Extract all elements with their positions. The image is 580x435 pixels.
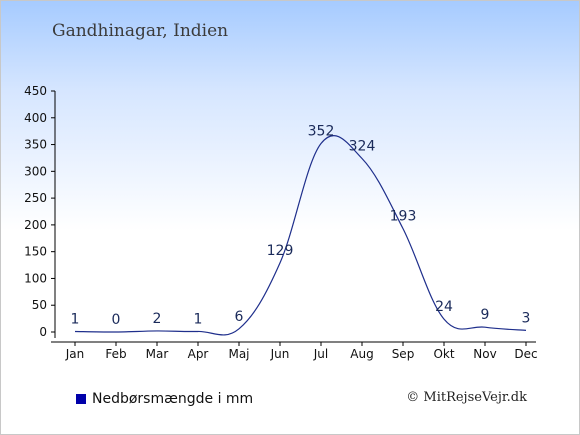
- x-tick-label: Nov: [473, 347, 496, 361]
- data-label: 352: [308, 123, 335, 139]
- y-tick-label: 450: [24, 84, 47, 98]
- precipitation-line: [74, 135, 527, 336]
- x-tick-label: Feb: [105, 347, 126, 361]
- y-tick-label: 300: [24, 164, 47, 178]
- y-tick-label: 250: [24, 191, 47, 205]
- y-tick-label: 350: [24, 138, 47, 152]
- legend-swatch: [76, 394, 86, 404]
- chart-title: Gandhinagar, Indien: [52, 21, 229, 41]
- x-tick-label: Jul: [313, 347, 328, 361]
- x-tick-label: Dec: [514, 347, 537, 361]
- y-tick-label: 150: [24, 245, 47, 259]
- x-tick-label: Mar: [146, 347, 169, 361]
- legend-label: Nedbørsmængde i mm: [92, 391, 254, 407]
- data-label: 129: [267, 243, 294, 259]
- y-tick-label: 100: [24, 271, 47, 285]
- y-tick-label: 0: [39, 325, 47, 339]
- data-label: 2: [153, 311, 162, 327]
- legend: Nedbørsmængde i mm: [76, 391, 253, 407]
- credit-text: © MitRejseVejr.dk: [406, 390, 527, 405]
- x-tick-label: Aug: [350, 347, 373, 361]
- x-tick-label: Apr: [188, 347, 209, 361]
- data-label: 324: [349, 138, 376, 154]
- x-tick-label: Jan: [65, 347, 85, 361]
- data-label: 9: [481, 307, 490, 323]
- data-label: 24: [435, 299, 453, 315]
- data-label: 193: [390, 209, 417, 225]
- y-tick-label: 200: [24, 218, 47, 232]
- x-tick-label: Sep: [392, 347, 415, 361]
- data-label: 1: [194, 311, 203, 327]
- x-tick-label: Jun: [270, 347, 290, 361]
- x-tick-label: Okt: [433, 347, 454, 361]
- data-label: 0: [112, 312, 121, 328]
- data-label: 1: [71, 311, 80, 327]
- data-label: 6: [235, 309, 244, 325]
- y-tick-label: 400: [24, 111, 47, 125]
- x-tick-label: Maj: [228, 347, 249, 361]
- data-label: 3: [522, 310, 531, 326]
- y-tick-label: 50: [32, 298, 47, 312]
